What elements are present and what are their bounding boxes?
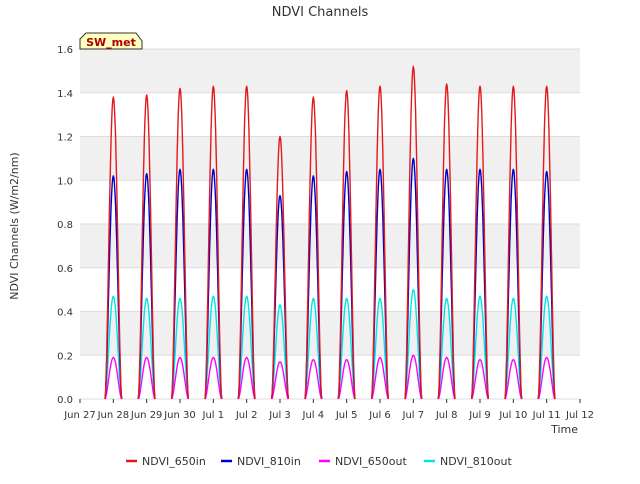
series-line-ndvi-810in — [104, 157, 556, 400]
legend: NDVI_650in NDVI_810in NDVI_650out NDVI_810o… — [126, 455, 512, 468]
series-lines — [104, 65, 556, 400]
x-axis-ticks: Jun 27 Jun 28 Jun 29 Jun 30 Jul 1 Jul 2 Jul 3 J… — [63, 399, 594, 421]
x-axis-label: Time — [550, 423, 578, 436]
plot-band — [80, 311, 580, 356]
y-tick-label: 0.8 — [57, 220, 73, 231]
plot-band — [80, 136, 580, 181]
chart-title: NDVI Channels — [272, 5, 369, 20]
series-line-ndvi-810out — [104, 288, 556, 400]
plot-band — [80, 224, 580, 268]
x-tick-label: Jul 3 — [268, 410, 291, 421]
x-tick-label: Jul 7 — [402, 410, 425, 421]
x-tick-label: Jul 8 — [435, 410, 458, 421]
x-tick-label: Jul 9 — [468, 410, 491, 421]
series-line-ndvi-650out — [104, 354, 556, 400]
y-axis-label: NDVI Channels (W/m2/nm) — [8, 152, 21, 299]
y-tick-label: 0.2 — [57, 351, 73, 362]
y-tick-label: 1.6 — [57, 45, 73, 56]
gridlines — [80, 48, 580, 400]
x-tick-label: Jul 12 — [565, 410, 594, 421]
y-tick-label: 0.4 — [57, 308, 73, 319]
legend-label: NDVI_810in — [237, 455, 301, 468]
x-tick-label: Jul 6 — [368, 410, 391, 421]
x-tick-label: Jul 5 — [335, 410, 358, 421]
x-tick-label: Jul 2 — [235, 410, 258, 421]
legend-label: NDVI_810out — [440, 455, 512, 468]
x-tick-label: Jun 28 — [97, 410, 130, 421]
series-line-ndvi-650in — [104, 65, 556, 400]
x-tick-label: Jun 27 — [63, 410, 96, 421]
site-badge: SW_met — [79, 32, 143, 50]
legend-label: NDVI_650in — [142, 455, 206, 468]
y-axis-ticks: 0.0 0.2 0.4 0.6 0.8 1.0 1.2 1.4 1.6 — [57, 45, 73, 406]
y-tick-label: 1.0 — [57, 176, 73, 187]
y-tick-label: 0.6 — [57, 264, 73, 275]
x-tick-label: Jun 29 — [130, 410, 163, 421]
y-tick-label: 1.4 — [57, 89, 73, 100]
x-tick-label: Jun 30 — [163, 410, 196, 421]
y-tick-label: 0.0 — [57, 395, 73, 406]
site-badge-label: SW_met — [86, 36, 136, 49]
x-tick-label: Jul 1 — [202, 410, 225, 421]
plot-band — [80, 49, 580, 93]
y-tick-label: 1.2 — [57, 133, 73, 144]
x-tick-label: Jul 11 — [532, 410, 561, 421]
legend-label: NDVI_650out — [335, 455, 407, 468]
x-tick-label: Jul 10 — [498, 410, 527, 421]
site-badge-box — [79, 32, 143, 50]
x-tick-label: Jul 4 — [302, 410, 325, 421]
